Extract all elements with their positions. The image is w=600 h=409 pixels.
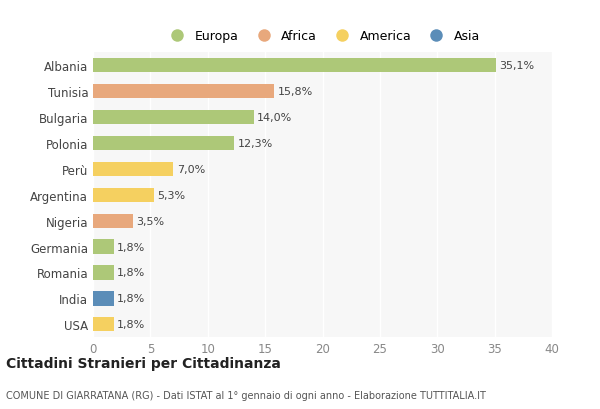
Text: COMUNE DI GIARRATANA (RG) - Dati ISTAT al 1° gennaio di ogni anno - Elaborazione: COMUNE DI GIARRATANA (RG) - Dati ISTAT a… [6, 390, 486, 400]
Text: 7,0%: 7,0% [177, 164, 205, 175]
Bar [93, 162, 173, 177]
Bar [93, 188, 154, 202]
Bar [93, 214, 133, 228]
Text: 12,3%: 12,3% [238, 139, 273, 148]
Text: 15,8%: 15,8% [278, 87, 313, 97]
Legend: Europa, Africa, America, Asia: Europa, Africa, America, Asia [160, 25, 485, 48]
Text: 1,8%: 1,8% [117, 294, 145, 303]
Bar [93, 111, 254, 125]
Bar [93, 292, 113, 306]
Bar [93, 240, 113, 254]
Text: 1,8%: 1,8% [117, 242, 145, 252]
Text: 3,5%: 3,5% [137, 216, 165, 226]
Text: 5,3%: 5,3% [157, 190, 185, 200]
Text: Cittadini Stranieri per Cittadinanza: Cittadini Stranieri per Cittadinanza [6, 356, 281, 370]
Bar [93, 59, 496, 73]
Bar [93, 85, 274, 99]
Text: 14,0%: 14,0% [257, 113, 292, 123]
Bar [93, 137, 234, 151]
Text: 35,1%: 35,1% [499, 61, 535, 71]
Text: 1,8%: 1,8% [117, 319, 145, 330]
Bar [93, 266, 113, 280]
Bar [93, 317, 113, 332]
Text: 1,8%: 1,8% [117, 268, 145, 278]
